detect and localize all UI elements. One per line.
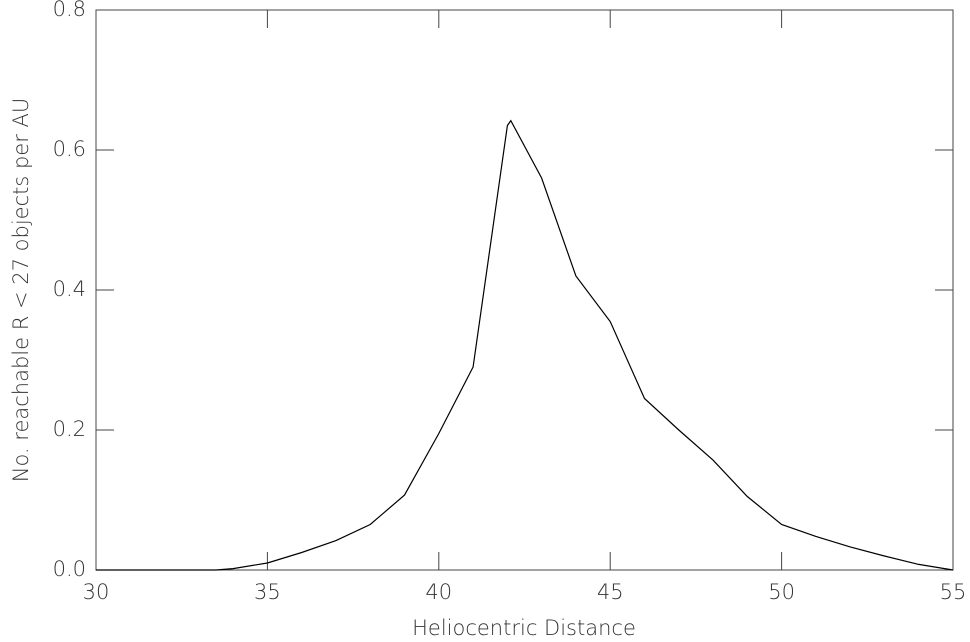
x-tick-label: 30 <box>83 580 110 604</box>
y-tick-label: 0.6 <box>53 137 86 161</box>
x-tick-label: 45 <box>597 580 624 604</box>
x-tick-label: 50 <box>768 580 795 604</box>
x-axis-label: Heliocentric Distance <box>412 616 636 640</box>
plot-frame <box>95 9 954 571</box>
y-axis-label: No. reachable R < 27 objects per AU <box>9 98 33 483</box>
y-tick-label: 0.0 <box>53 557 86 581</box>
x-tick-label: 35 <box>254 580 281 604</box>
x-tick-label: 55 <box>940 580 967 604</box>
y-tick-label: 0.4 <box>53 277 86 301</box>
y-tick-label: 0.2 <box>53 417 86 441</box>
x-tick-label: 40 <box>425 580 452 604</box>
data-line <box>96 119 954 571</box>
y-tick-label: 0.8 <box>53 0 86 21</box>
